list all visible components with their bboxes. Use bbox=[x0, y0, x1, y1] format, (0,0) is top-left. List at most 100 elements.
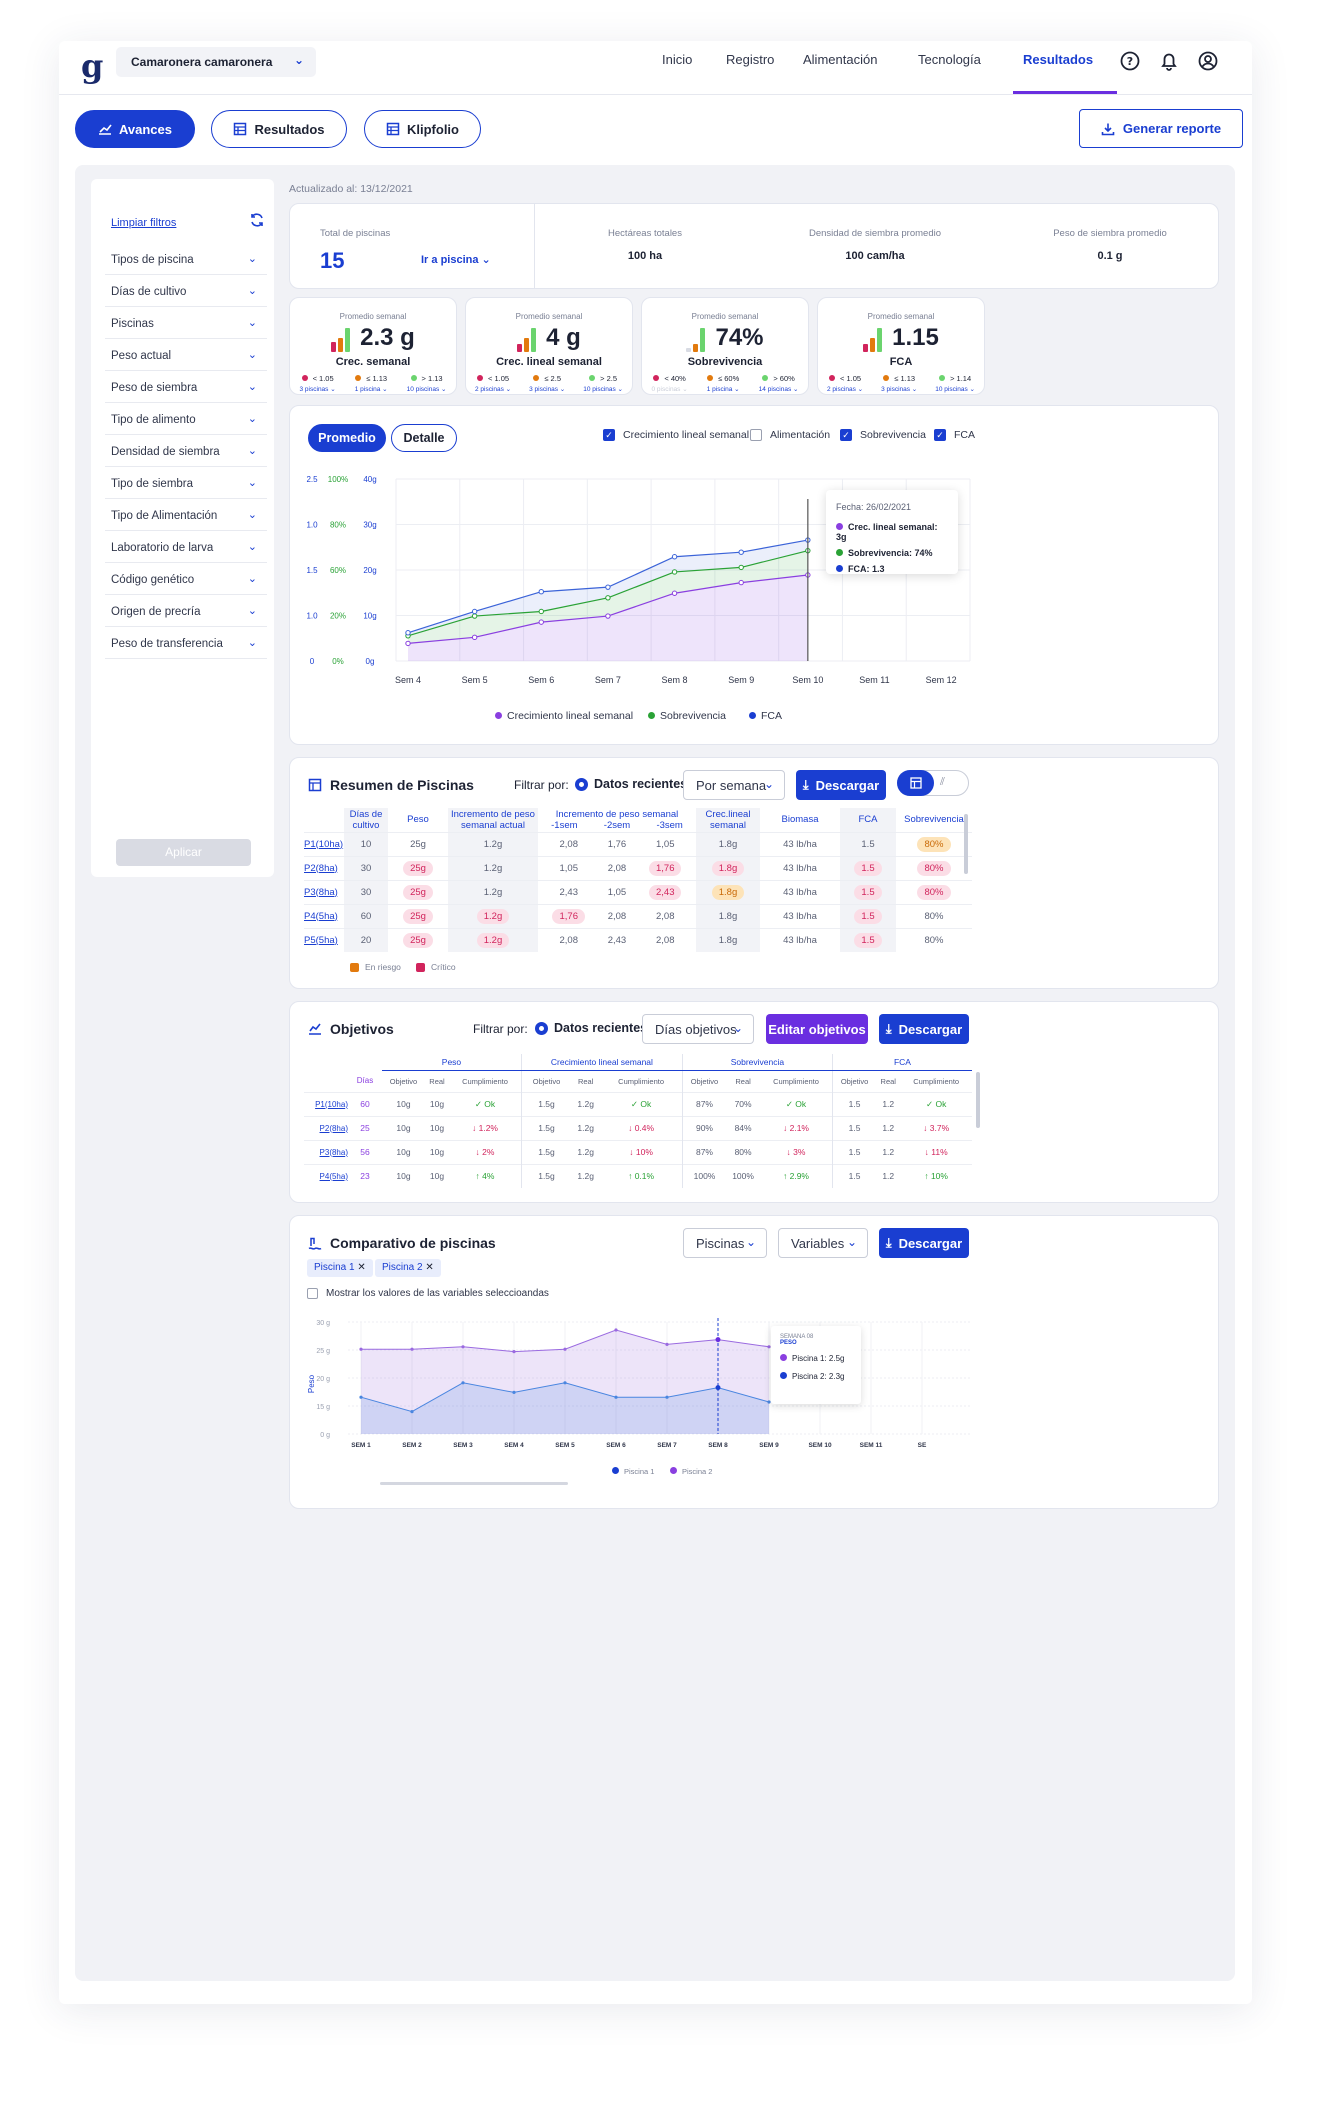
close-icon[interactable]: ✕ bbox=[425, 1262, 434, 1273]
nav-resultados[interactable]: Resultados bbox=[1023, 52, 1094, 67]
filter-item[interactable]: Tipo de Alimentación ⌄ bbox=[105, 495, 267, 531]
nav-inicio[interactable]: Inicio bbox=[662, 52, 693, 67]
radio-recent-label: Datos recientes bbox=[594, 777, 688, 791]
horizontal-scrollbar[interactable] bbox=[380, 1482, 568, 1485]
radio-recent[interactable]: Datos recientes bbox=[575, 777, 687, 791]
filter-item[interactable]: Densidad de siembra ⌄ bbox=[105, 431, 267, 467]
table-cell: 1.5 bbox=[840, 832, 896, 856]
clear-filters-link[interactable]: Limpiar filtros bbox=[111, 217, 177, 229]
download-icon bbox=[1101, 123, 1115, 135]
y-tick-label: 15 g bbox=[316, 1404, 330, 1411]
kpi-range-mid[interactable]: ≤ 60% 1 piscina ⌄ bbox=[706, 374, 740, 393]
nav-registro[interactable]: Registro bbox=[726, 52, 775, 67]
kpi-range-mid[interactable]: ≤ 1.13 1 piscina ⌄ bbox=[354, 374, 388, 393]
pool-link[interactable]: P2(8ha) bbox=[319, 1123, 348, 1133]
pool-link[interactable]: P1(10ha) bbox=[304, 838, 344, 850]
filter-item[interactable]: Piscinas ⌄ bbox=[105, 303, 267, 339]
tab-detalle[interactable]: Detalle bbox=[391, 424, 457, 452]
radio-recent[interactable]: Datos recientes bbox=[535, 1021, 647, 1035]
show-values-checkbox[interactable]: Mostrar los valores de las variables sel… bbox=[307, 1288, 549, 1299]
tab-promedio[interactable]: Promedio bbox=[308, 424, 386, 452]
help-icon[interactable]: ? bbox=[1119, 50, 1141, 72]
kpi-range-mid[interactable]: ≤ 2.5 3 piscinas ⌄ bbox=[529, 374, 566, 393]
tab-resultados[interactable]: Resultados bbox=[211, 110, 347, 148]
kpi-range-high[interactable]: > 60% 14 piscinas ⌄ bbox=[758, 374, 799, 393]
kpi-range-low[interactable]: < 40% 0 piscinas ⌄ bbox=[651, 374, 688, 393]
filter-item[interactable]: Origen de precría ⌄ bbox=[105, 591, 267, 627]
scrollbar[interactable] bbox=[964, 814, 968, 874]
cell-value: 80% bbox=[917, 860, 951, 876]
filter-item[interactable]: Código genético ⌄ bbox=[105, 559, 267, 595]
kpi-range-low[interactable]: < 1.05 2 piscinas ⌄ bbox=[474, 374, 512, 393]
table-cell: 87% bbox=[681, 1092, 727, 1116]
filter-item[interactable]: Peso actual ⌄ bbox=[105, 335, 267, 371]
cell-value: 2,08 bbox=[559, 934, 578, 946]
data-point bbox=[614, 1395, 618, 1399]
week-select[interactable]: Por semana ⌄ bbox=[683, 770, 785, 800]
table-cell: 1.2g bbox=[448, 904, 538, 928]
chip-piscina-2[interactable]: Piscina 2 ✕ bbox=[375, 1259, 441, 1277]
kpi-range-high[interactable]: > 1.13 10 piscinas ⌄ bbox=[406, 374, 447, 393]
legend-risk-label: En riesgo bbox=[365, 962, 401, 972]
table-view-button[interactable] bbox=[897, 770, 934, 796]
table-row: P2(8ha) 25 10g 10g ↓ 1.2% 1.5g 1.2g ↓ 0.4% 90% 84… bbox=[304, 1116, 972, 1140]
kpi-name: Crec. semanal bbox=[335, 356, 411, 368]
days-select[interactable]: Días objetivos ⌄ bbox=[642, 1014, 754, 1044]
generate-report-button[interactable]: Generar reporte bbox=[1079, 109, 1243, 148]
resumen-download-button[interactable]: ⤓ Descargar bbox=[796, 770, 886, 800]
series-checkbox[interactable]: Alimentación bbox=[750, 429, 830, 441]
comparativo-download-button[interactable]: ⤓ Descargar bbox=[879, 1228, 969, 1258]
scrollbar[interactable] bbox=[976, 1072, 980, 1128]
kpi-range-high[interactable]: > 1.14 10 piscinas ⌄ bbox=[935, 374, 976, 393]
user-icon[interactable] bbox=[1197, 50, 1219, 72]
col-header: Biomasa bbox=[781, 814, 819, 826]
filter-item[interactable]: Tipos de piscina ⌄ bbox=[105, 239, 267, 275]
nav-tecnologia[interactable]: Tecnología bbox=[918, 52, 981, 67]
apply-filters-button[interactable]: Aplicar bbox=[116, 839, 251, 866]
variables-select[interactable]: Variables ⌄ bbox=[778, 1228, 868, 1258]
kpi-bar bbox=[345, 328, 351, 352]
series-checkbox[interactable]: ✓ Crecimiento lineal semanal bbox=[603, 429, 749, 441]
chip-piscina-1[interactable]: Piscina 1 ✕ bbox=[307, 1259, 373, 1277]
pool-link[interactable]: P3(8ha) bbox=[319, 1147, 348, 1157]
pool-link[interactable]: P5(5ha) bbox=[304, 934, 338, 946]
refresh-icon[interactable] bbox=[249, 212, 265, 228]
table-row: P4(5ha) 60 25g 1.2g 1,76 2,08 2,08 1.8g 43 lb/ha… bbox=[304, 904, 972, 928]
table-cell: 10g bbox=[429, 1123, 445, 1133]
series-checkbox[interactable]: ✓ FCA bbox=[934, 429, 975, 441]
pool-link[interactable]: P4(5ha) bbox=[319, 1171, 348, 1181]
objetivos-download-button[interactable]: ⤓ Descargar bbox=[879, 1014, 969, 1044]
checkbox-label: Mostrar los valores de las variables sel… bbox=[326, 1288, 549, 1299]
kpi-range-low[interactable]: < 1.05 2 piscinas ⌄ bbox=[826, 374, 864, 393]
filter-item[interactable]: Tipo de siembra ⌄ bbox=[105, 463, 267, 499]
filter-item[interactable]: Laboratorio de larva ⌄ bbox=[105, 527, 267, 563]
filter-item[interactable]: Días de cultivo ⌄ bbox=[105, 271, 267, 307]
pool-link[interactable]: P4(5ha) bbox=[304, 910, 338, 922]
tab-avances[interactable]: Avances bbox=[75, 110, 195, 148]
edit-objectives-button[interactable]: Editar objetivos bbox=[766, 1014, 868, 1044]
filter-item[interactable]: Peso de transferencia ⌄ bbox=[105, 623, 267, 659]
tab-klipfolio[interactable]: Klipfolio bbox=[364, 110, 481, 148]
bell-icon[interactable] bbox=[1158, 50, 1180, 72]
kpi-range-low[interactable]: < 1.05 3 piscinas ⌄ bbox=[299, 374, 336, 393]
pool-link[interactable]: P3(8ha) bbox=[304, 886, 338, 898]
group-label: Crecimiento lineal semanal bbox=[550, 1056, 653, 1067]
farm-select[interactable]: Camaronera camaronera ⌄ bbox=[116, 47, 316, 77]
chart-view-icon[interactable]: ⫽ bbox=[940, 776, 945, 788]
pool-link[interactable]: P1(10ha) bbox=[315, 1099, 348, 1109]
kpi-range-mid[interactable]: ≤ 1.13 3 piscinas ⌄ bbox=[881, 374, 918, 393]
series-checkbox[interactable]: ✓ Sobrevivencia bbox=[840, 429, 926, 441]
goto-pool-link[interactable]: Ir a piscina ⌄ bbox=[421, 253, 491, 266]
filter-item[interactable]: Peso de siembra ⌄ bbox=[105, 367, 267, 403]
kpi-range-high[interactable]: > 2.5 10 piscinas ⌄ bbox=[583, 374, 624, 393]
pool-link[interactable]: P2(8ha) bbox=[304, 862, 338, 874]
filter-label: Días de cultivo bbox=[111, 286, 187, 298]
table-cell: 1,76 bbox=[634, 856, 696, 880]
filter-label: Laboratorio de larva bbox=[111, 542, 214, 554]
close-icon[interactable]: ✕ bbox=[357, 1262, 366, 1273]
pools-select[interactable]: Piscinas ⌄ bbox=[683, 1228, 767, 1258]
table-cell: 25g bbox=[388, 856, 448, 880]
nav-alimentacion[interactable]: Alimentación bbox=[803, 52, 878, 67]
filter-item[interactable]: Tipo de alimento ⌄ bbox=[105, 399, 267, 435]
table-cell: ↑ 2.9% bbox=[783, 1171, 809, 1182]
